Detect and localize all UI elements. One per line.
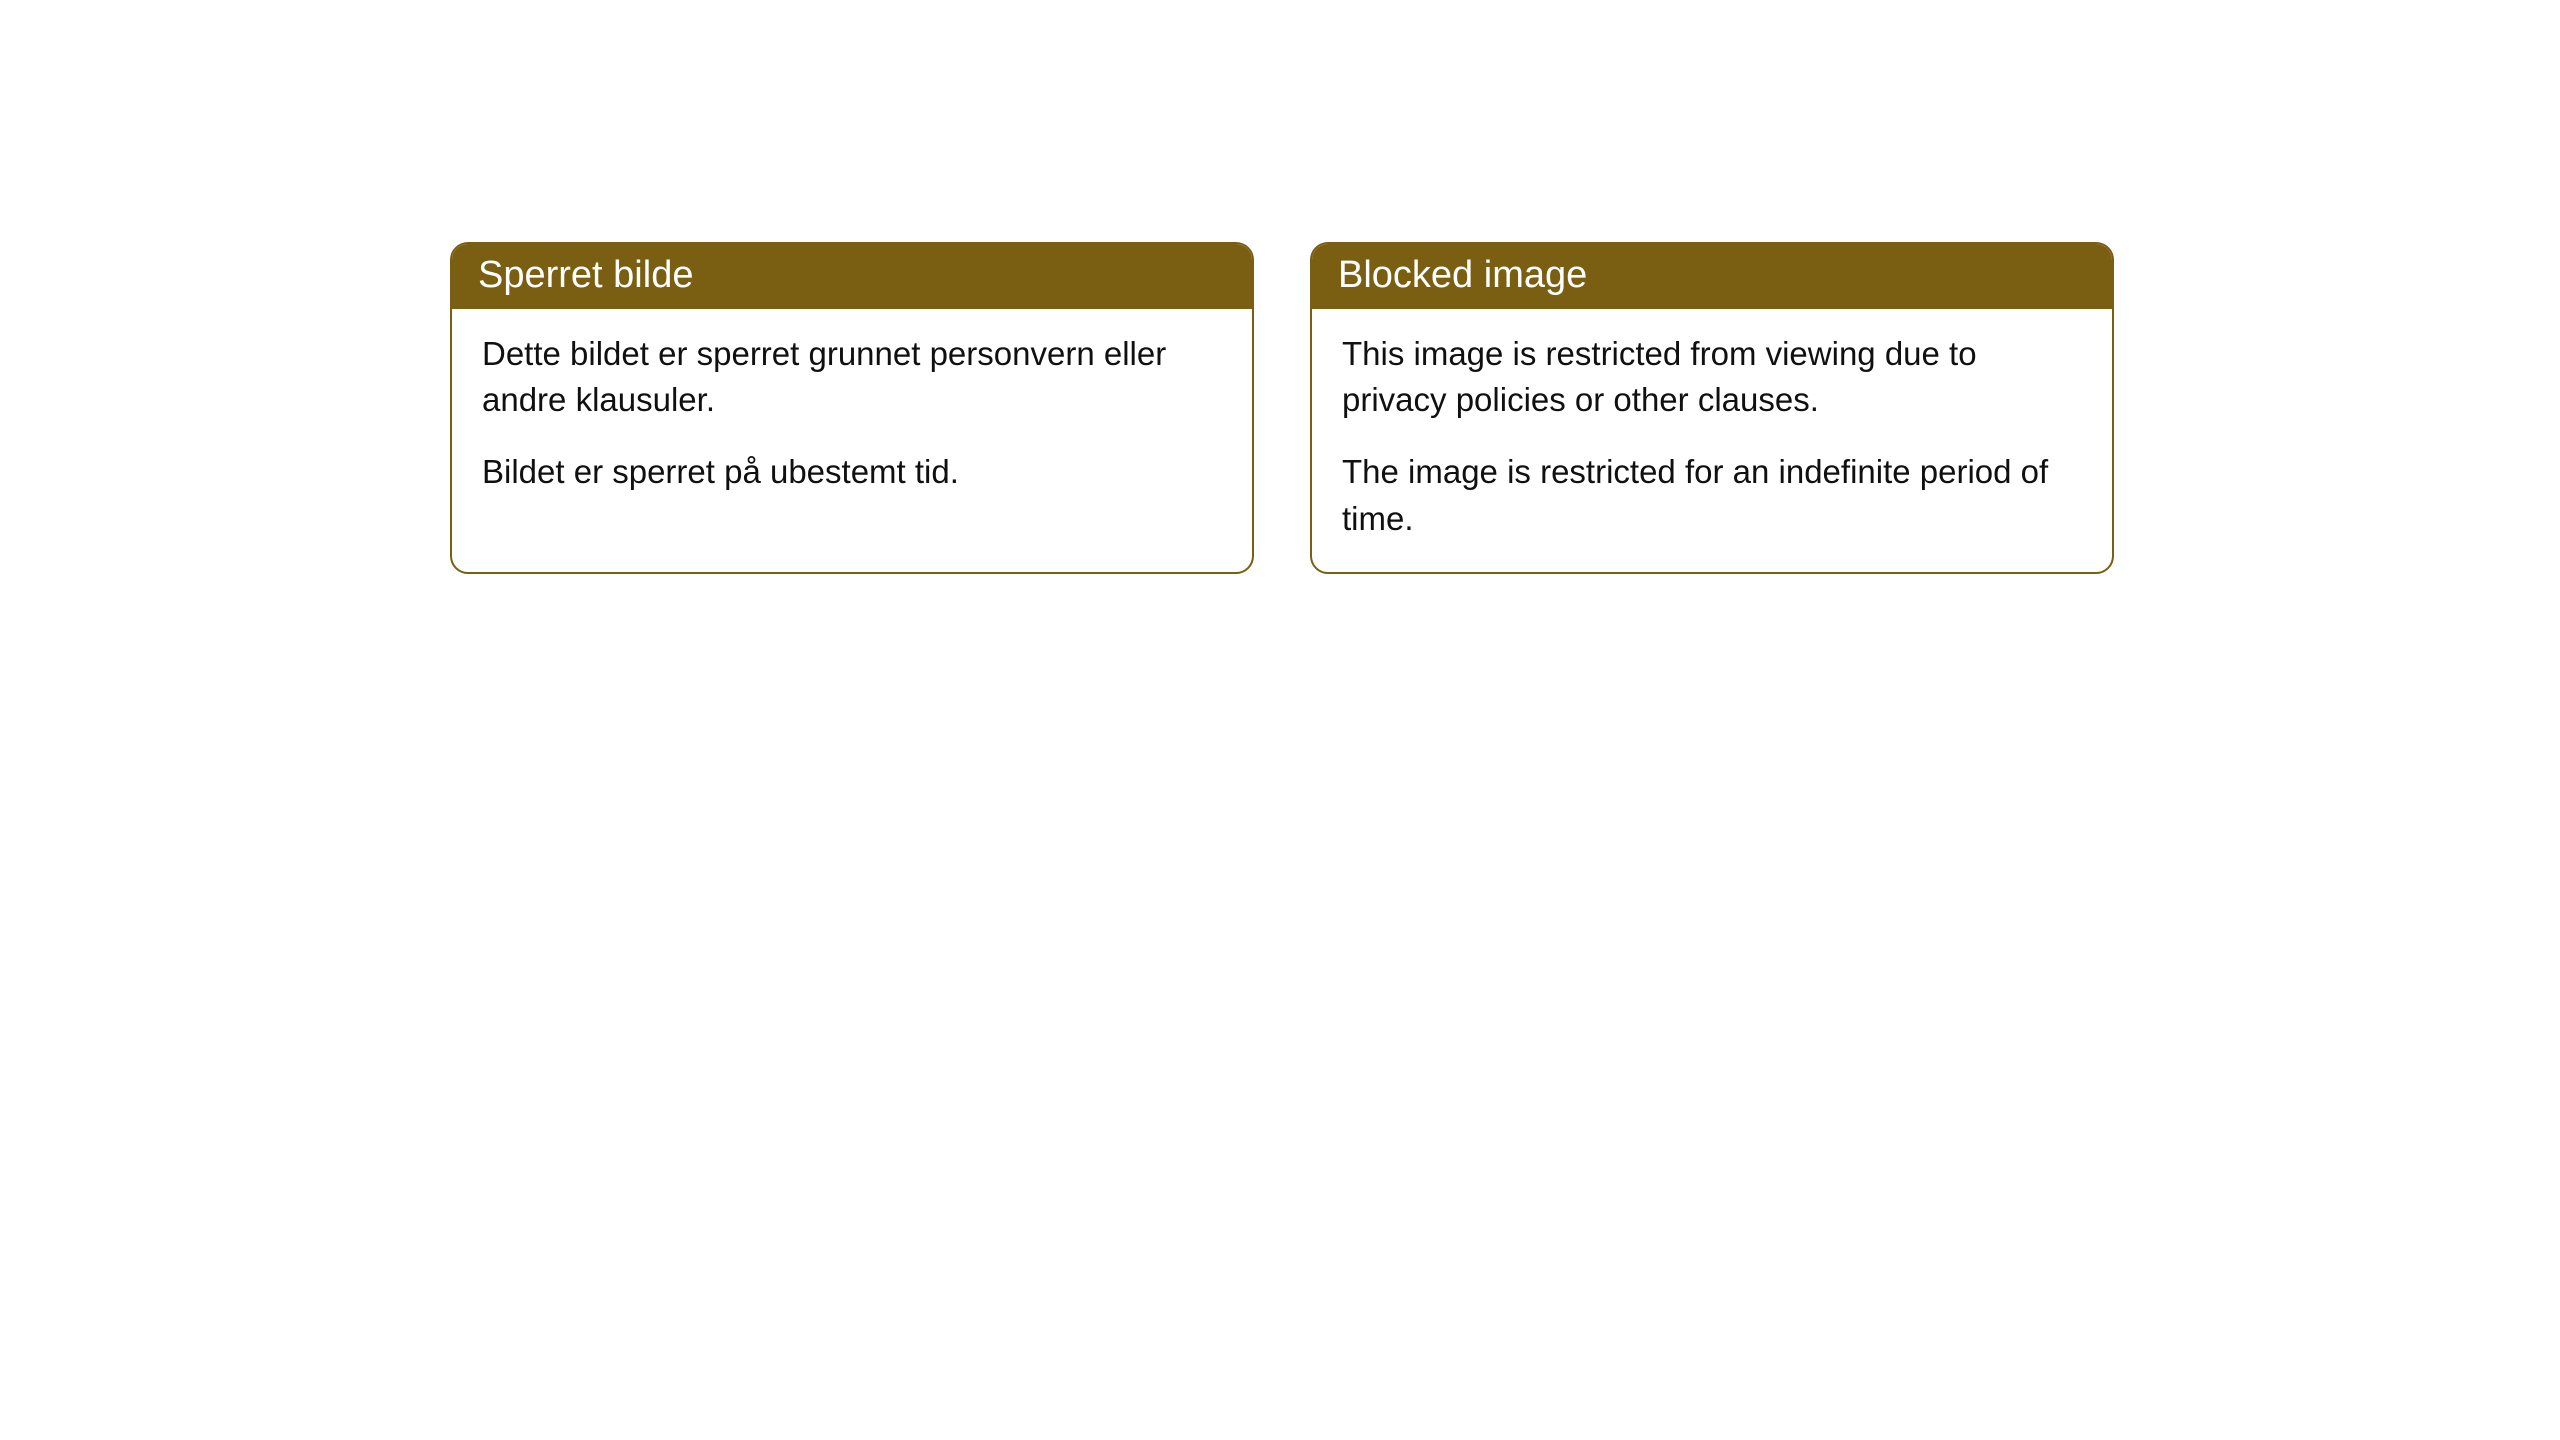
card-body-en: This image is restricted from viewing du… (1312, 309, 2112, 572)
blocked-image-card-en: Blocked image This image is restricted f… (1310, 242, 2114, 574)
card-paragraph-no-1: Dette bildet er sperret grunnet personve… (482, 331, 1222, 423)
cards-container: Sperret bilde Dette bildet er sperret gr… (450, 242, 2114, 574)
card-paragraph-no-2: Bildet er sperret på ubestemt tid. (482, 449, 1222, 495)
card-header-en: Blocked image (1312, 244, 2112, 309)
card-body-no: Dette bildet er sperret grunnet personve… (452, 309, 1252, 526)
blocked-image-card-no: Sperret bilde Dette bildet er sperret gr… (450, 242, 1254, 574)
card-paragraph-en-2: The image is restricted for an indefinit… (1342, 449, 2082, 541)
card-paragraph-en-1: This image is restricted from viewing du… (1342, 331, 2082, 423)
card-header-no: Sperret bilde (452, 244, 1252, 309)
